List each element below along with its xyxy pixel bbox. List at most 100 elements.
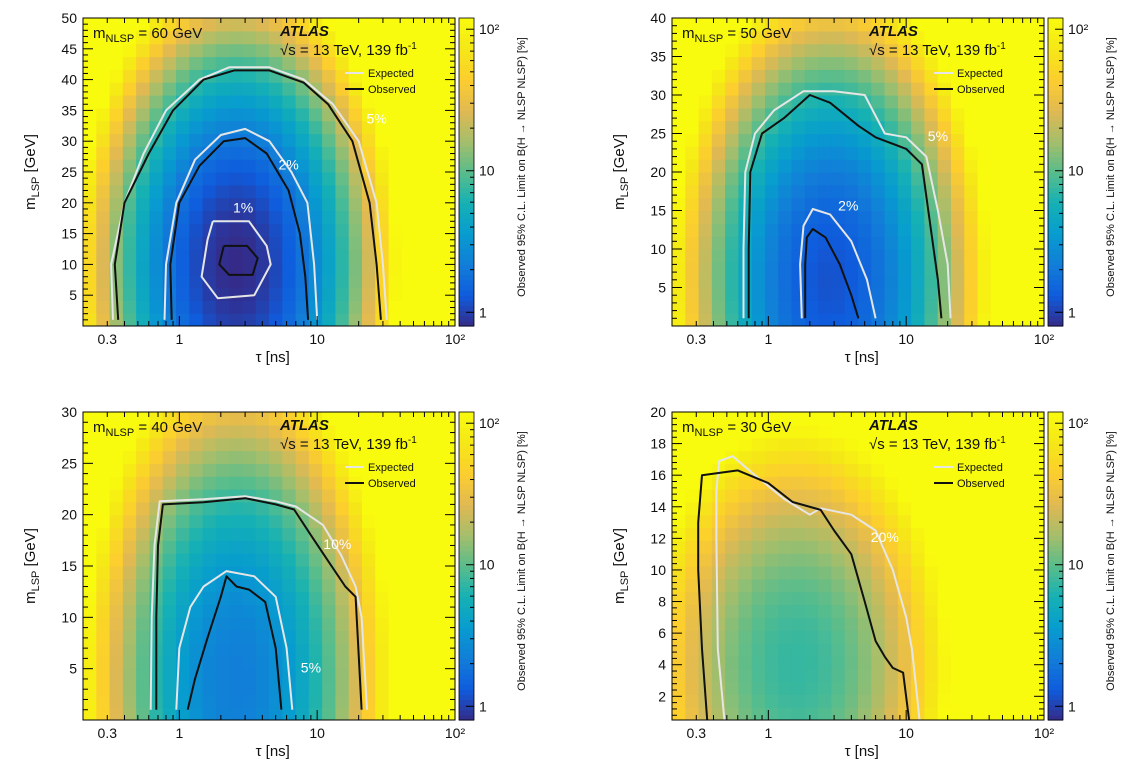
heat-cell xyxy=(884,107,899,122)
heat-cell xyxy=(428,463,443,477)
heat-cell xyxy=(375,172,390,186)
heat-cell xyxy=(818,643,833,657)
heat-cell xyxy=(698,617,713,631)
colorbar-segment xyxy=(459,197,474,204)
heatmap xyxy=(83,18,455,326)
heat-cell xyxy=(1017,681,1032,695)
colorbar-segment xyxy=(459,218,474,224)
heat-cell xyxy=(322,476,337,490)
heat-cell xyxy=(282,707,297,720)
heat-cell xyxy=(685,655,700,670)
heat-cell xyxy=(977,56,992,70)
heat-cell xyxy=(751,210,766,224)
legend-label-observed: Observed xyxy=(368,478,416,490)
heat-cell xyxy=(96,668,111,683)
heat-cell xyxy=(831,553,846,567)
heat-cell xyxy=(375,566,390,580)
heat-cell xyxy=(725,489,740,503)
heat-cell xyxy=(990,287,1005,301)
heat-cell xyxy=(871,30,886,45)
heat-cell xyxy=(122,643,137,657)
heat-cell xyxy=(255,501,270,516)
heat-cell xyxy=(375,681,390,695)
heat-cell xyxy=(255,630,270,644)
heat-cell xyxy=(229,300,244,314)
heat-cell xyxy=(804,694,819,708)
heat-cell xyxy=(96,630,111,644)
heat-cell xyxy=(229,694,244,708)
colorbar-segment xyxy=(459,514,474,521)
heat-cell xyxy=(791,668,806,683)
heat-cell xyxy=(884,82,899,96)
heat-cell xyxy=(685,604,700,618)
heat-cell xyxy=(348,501,363,516)
heat-cell xyxy=(122,412,137,426)
heat-cell xyxy=(242,313,257,326)
heat-cell xyxy=(685,476,700,490)
heat-cell xyxy=(698,236,713,250)
heat-cell xyxy=(295,43,310,58)
heat-cell xyxy=(282,463,297,477)
heat-cell xyxy=(738,694,753,708)
heat-cell xyxy=(242,463,257,477)
heat-cell xyxy=(937,566,952,580)
heat-cell xyxy=(791,146,806,160)
heat-cell xyxy=(255,681,270,695)
colorbar-segment xyxy=(1048,653,1063,659)
heat-cell xyxy=(751,300,766,314)
heat-cell xyxy=(109,172,124,186)
heat-cell xyxy=(831,18,846,32)
heat-cell xyxy=(884,236,899,250)
heat-cell xyxy=(335,82,350,96)
heat-cell xyxy=(672,159,686,173)
colorbar-segment xyxy=(459,310,474,317)
heat-cell xyxy=(725,424,740,439)
colorbar-segment xyxy=(1048,632,1063,639)
heat-cell xyxy=(335,707,350,720)
heat-cell xyxy=(698,184,713,199)
heat-cell xyxy=(884,223,899,237)
heat-cell xyxy=(711,95,726,109)
heat-cell xyxy=(911,107,926,122)
heat-cell xyxy=(83,18,97,32)
heat-cell xyxy=(1030,553,1044,567)
heat-cell xyxy=(401,197,416,212)
heat-cell xyxy=(765,210,779,224)
heat-cell xyxy=(831,313,846,326)
heat-cell xyxy=(884,489,899,503)
colorbar-segment xyxy=(459,48,474,55)
colorbar-segment xyxy=(459,43,474,50)
heat-cell xyxy=(441,82,455,96)
heat-cell xyxy=(884,668,899,683)
contour-label: 20% xyxy=(871,529,899,545)
colorbar-segment xyxy=(1048,95,1063,101)
heat-cell xyxy=(149,184,164,199)
heat-cell xyxy=(441,274,455,289)
heat-cell xyxy=(375,120,390,135)
colorbar-segment xyxy=(459,596,474,603)
heat-cell xyxy=(990,133,1005,147)
heat-cell xyxy=(83,591,97,606)
heat-cell xyxy=(189,236,204,250)
heat-cell xyxy=(711,146,726,160)
heat-cell xyxy=(897,501,912,516)
heat-cell xyxy=(685,412,700,426)
heat-cell xyxy=(711,107,726,122)
heat-cell xyxy=(202,82,217,96)
heat-cell xyxy=(990,43,1005,58)
heat-cell xyxy=(136,514,151,529)
heat-cell xyxy=(362,643,376,657)
colorbar-segment xyxy=(1048,524,1063,531)
heat-cell xyxy=(242,412,257,426)
heat-cell xyxy=(937,146,952,160)
heat-cell xyxy=(189,604,204,618)
heat-cell xyxy=(388,159,403,173)
heat-cell xyxy=(428,120,443,135)
heat-cell xyxy=(951,707,965,720)
heat-cell xyxy=(176,668,190,683)
heat-cell xyxy=(937,668,952,683)
heat-cell xyxy=(269,210,283,224)
colorbar-segment xyxy=(459,422,474,428)
heat-cell xyxy=(804,424,819,439)
